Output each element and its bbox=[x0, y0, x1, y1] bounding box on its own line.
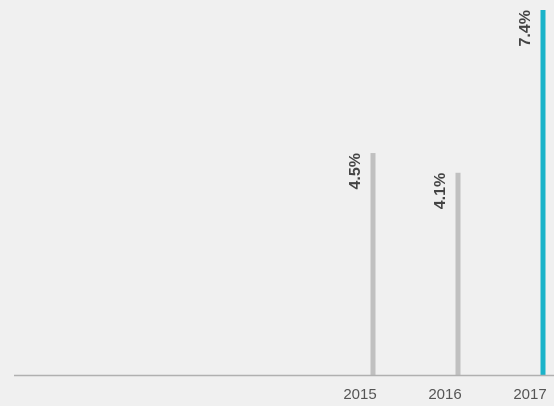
x-tick-label: 2016 bbox=[428, 386, 461, 403]
value-label: 4.1% bbox=[432, 173, 449, 209]
value-label: 7.4% bbox=[517, 10, 534, 46]
value-label: 4.5% bbox=[347, 153, 364, 189]
bar bbox=[540, 10, 546, 375]
bar bbox=[455, 172, 461, 375]
x-tick-label: 2015 bbox=[343, 386, 376, 403]
bar bbox=[370, 153, 376, 375]
x-tick-label: 2017 bbox=[513, 386, 546, 403]
